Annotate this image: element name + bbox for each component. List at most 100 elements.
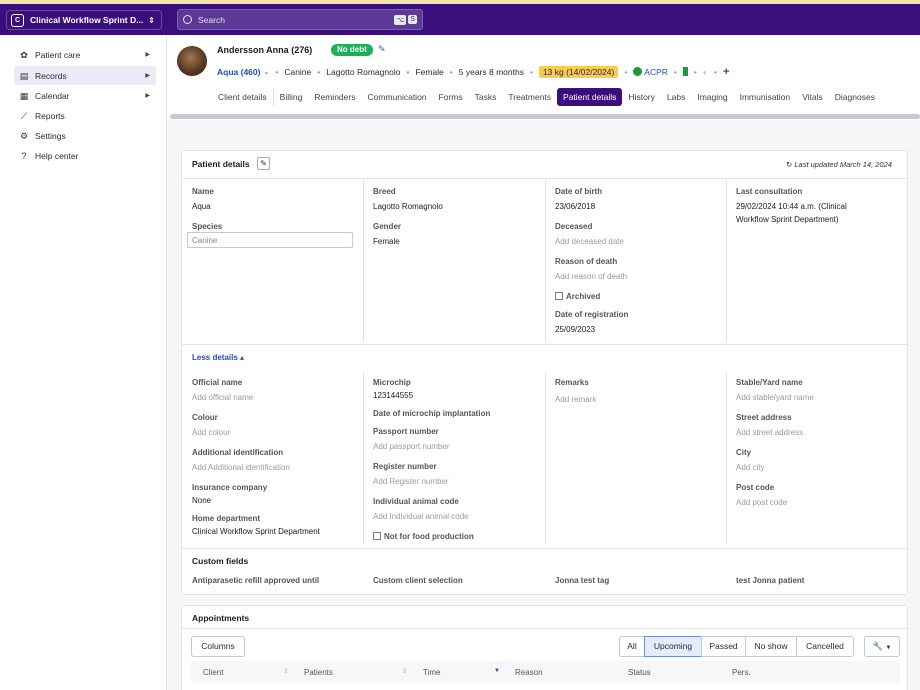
official-name-label: Official name bbox=[192, 378, 243, 387]
search-input[interactable]: Search ⌥ S bbox=[177, 9, 423, 30]
owner-name[interactable]: Andersson Anna (276) bbox=[217, 45, 312, 55]
last-consultation-line2: Workflow Sprint Department) bbox=[736, 215, 839, 224]
species-field[interactable]: Canine bbox=[187, 232, 353, 248]
name-value[interactable]: Aqua bbox=[192, 202, 211, 211]
tab-immunisation[interactable]: Immunisation bbox=[739, 92, 791, 102]
tab-communication[interactable]: Communication bbox=[367, 92, 427, 102]
tab-billing[interactable]: Billing bbox=[272, 88, 309, 106]
tab-treatments[interactable]: Treatments bbox=[508, 92, 552, 102]
help-icon: ? bbox=[21, 150, 27, 161]
last-consultation-label: Last consultation bbox=[736, 187, 803, 196]
acpr-status-icon bbox=[633, 67, 643, 76]
sidebar-item-calendar[interactable]: ▦ Calendar ▶ bbox=[14, 86, 156, 105]
sidebar-item-label: Patient care bbox=[35, 49, 81, 60]
reason-of-death-label: Reason of death bbox=[555, 257, 618, 266]
deceased-label: Deceased bbox=[555, 222, 593, 231]
home-department-value[interactable]: Clinical Workflow Sprint Department bbox=[192, 527, 320, 536]
filter-cancelled[interactable]: Cancelled bbox=[796, 636, 854, 657]
shield-icon: ◐ bbox=[702, 66, 709, 77]
microchip-label: Microchip bbox=[373, 378, 411, 387]
gender-value[interactable]: Female bbox=[373, 237, 400, 246]
tab-tasks[interactable]: Tasks bbox=[474, 92, 497, 102]
col-client[interactable]: Client bbox=[203, 668, 224, 677]
tab-client-details[interactable]: Client details bbox=[218, 92, 267, 102]
sidebar-item-label: Help center bbox=[35, 150, 79, 161]
tab-imaging[interactable]: Imaging bbox=[697, 92, 728, 102]
separator-dot: • bbox=[449, 66, 453, 77]
tab-labs[interactable]: Labs bbox=[666, 92, 686, 102]
official-name-field[interactable]: Add official name bbox=[192, 393, 254, 402]
col-time[interactable]: Time bbox=[423, 668, 441, 677]
patient-selector[interactable]: Aqua (460) bbox=[217, 66, 261, 77]
filter-all[interactable]: All bbox=[619, 636, 645, 657]
separator-dot: • bbox=[406, 66, 410, 77]
sort-desc-icon[interactable]: ▼ bbox=[494, 668, 500, 674]
post-code-field[interactable]: Add post code bbox=[736, 498, 788, 507]
breed-label: Breed bbox=[373, 187, 396, 196]
tab-history[interactable]: History bbox=[628, 92, 655, 102]
city-field[interactable]: Add city bbox=[736, 463, 765, 472]
col-reason[interactable]: Reason bbox=[515, 668, 543, 677]
edit-details-button[interactable]: ✎ bbox=[257, 157, 270, 170]
col-pers[interactable]: Pers. bbox=[732, 668, 751, 677]
workspace-switcher[interactable]: C Clinical Workflow Sprint D... ⇕ bbox=[6, 10, 162, 30]
deceased-field[interactable]: Add deceased date bbox=[555, 237, 624, 246]
tab-diagnoses[interactable]: Diagnoses bbox=[834, 92, 875, 102]
tab-reminders[interactable]: Reminders bbox=[314, 92, 356, 102]
col-patients[interactable]: Patients bbox=[304, 668, 333, 677]
microchip-value[interactable]: 123144555 bbox=[373, 391, 414, 400]
table-header bbox=[191, 661, 900, 683]
stable-field[interactable]: Add stable/yard name bbox=[736, 393, 814, 402]
sidebar-item-help-center[interactable]: ? Help center bbox=[14, 146, 156, 165]
sidebar-item-label: Calendar bbox=[35, 90, 70, 101]
insurance-label: Insurance company bbox=[192, 483, 268, 492]
sidebar-item-settings[interactable]: ⚙ Settings bbox=[14, 126, 156, 145]
sort-icon[interactable]: ⇕ bbox=[283, 669, 289, 675]
add-icon[interactable]: + bbox=[723, 65, 730, 78]
sidebar-item-reports[interactable]: ⟋ Reports bbox=[14, 106, 156, 125]
register-label: Register number bbox=[373, 462, 437, 471]
tools-dropdown[interactable]: 🔧 ▼ bbox=[864, 636, 900, 657]
insurance-value[interactable]: None bbox=[192, 496, 212, 505]
remarks-field[interactable]: Add remark bbox=[555, 395, 597, 404]
breed-value[interactable]: Lagotto Romagnolo bbox=[373, 202, 443, 211]
less-details-toggle[interactable]: Less details ▴ bbox=[192, 353, 244, 362]
street-field[interactable]: Add street address bbox=[736, 428, 804, 437]
filter-passed[interactable]: Passed bbox=[701, 636, 746, 657]
additional-id-field[interactable]: Add Additional identification bbox=[192, 463, 290, 472]
microchip-date-label: Date of microchip implantation bbox=[373, 409, 491, 418]
chevron-down-icon: ▼ bbox=[885, 645, 892, 651]
edit-pencil-icon[interactable]: ✎ bbox=[378, 44, 386, 54]
post-code-label: Post code bbox=[736, 483, 775, 492]
horizontal-scrollbar[interactable] bbox=[170, 114, 920, 119]
tab-patient-details[interactable]: Patient details bbox=[557, 88, 623, 106]
not-for-food-checkbox[interactable]: Not for food production bbox=[373, 532, 474, 541]
sort-icon[interactable]: ⇕ bbox=[402, 669, 408, 675]
separator-dot: • bbox=[529, 66, 533, 77]
passport-label: Passport number bbox=[373, 427, 439, 436]
filter-no-show[interactable]: No show bbox=[745, 636, 797, 657]
city-label: City bbox=[736, 448, 752, 457]
passport-field[interactable]: Add passport number bbox=[373, 442, 450, 451]
sidebar-item-records[interactable]: ▤ Records ▶ bbox=[14, 66, 156, 85]
sidebar-item-patient-care[interactable]: ✿ Patient care ▶ bbox=[14, 45, 156, 64]
col-status[interactable]: Status bbox=[628, 668, 651, 677]
patient-tabs: Client details Billing Reminders Communi… bbox=[212, 88, 881, 106]
paw-icon: ✿ bbox=[20, 49, 28, 60]
filter-upcoming[interactable]: Upcoming bbox=[644, 636, 702, 657]
search-placeholder: Search bbox=[198, 14, 225, 25]
columns-button[interactable]: Columns bbox=[191, 636, 245, 657]
tab-vitals[interactable]: Vitals bbox=[802, 92, 823, 102]
archived-checkbox[interactable]: Archived bbox=[555, 292, 600, 301]
registration-value[interactable]: 25/09/2023 bbox=[555, 325, 596, 334]
dob-value[interactable]: 23/06/2018 bbox=[555, 202, 596, 211]
acpr-badge[interactable]: ACPR bbox=[633, 67, 668, 77]
colour-field[interactable]: Add colour bbox=[192, 428, 231, 437]
reason-of-death-field[interactable]: Add reason of death bbox=[555, 272, 628, 281]
tab-forms[interactable]: Forms bbox=[438, 92, 463, 102]
register-field[interactable]: Add Register number bbox=[373, 477, 449, 486]
patient-gender: Female bbox=[415, 66, 444, 77]
separator-dot: • bbox=[673, 66, 677, 77]
animal-code-field[interactable]: Add Individual animal code bbox=[373, 512, 469, 521]
chevron-down-icon[interactable]: ⌄ bbox=[263, 68, 270, 76]
